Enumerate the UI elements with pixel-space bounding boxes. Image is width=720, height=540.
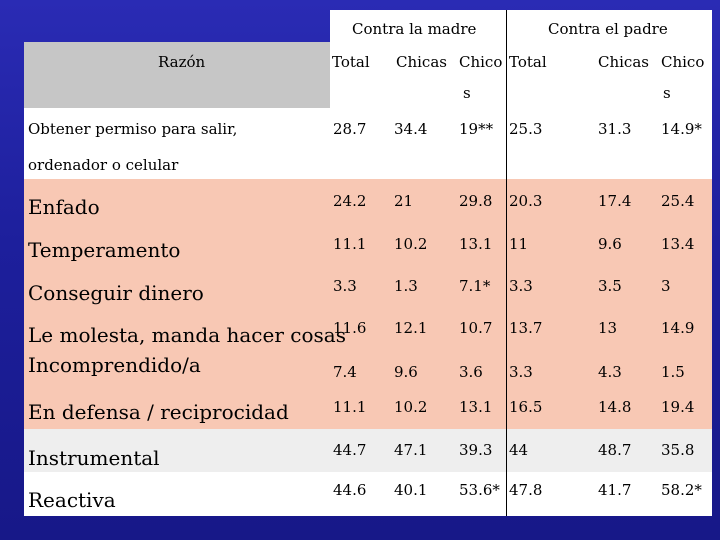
cell-madre-total: 44.7 (333, 441, 367, 459)
table-row: Le molesta, manda hacer cosas 11.6 12.1 … (24, 310, 712, 355)
table-row: Instrumental 44.7 47.1 39.3 44 48.7 35.8 (24, 429, 712, 472)
group-header-padre: Contra el padre (548, 20, 668, 38)
cell-padre-chicas: 4.3 (598, 363, 622, 381)
col-madre-chicos-suffix: s (463, 84, 471, 102)
table-row: Enfado 24.2 21 29.8 20.3 17.4 25.4 (24, 179, 712, 222)
cell-padre-chicos: 25.4 (661, 192, 695, 210)
cell-madre-total: 7.4 (333, 363, 357, 381)
col-madre-chicos: Chico (459, 53, 503, 71)
cell-padre-chicas: 14.8 (598, 398, 632, 416)
cell-madre-total: 24.2 (333, 192, 367, 210)
row-label-line2: ordenador o celular (28, 156, 179, 174)
cell-madre-chicos: 53.6* (459, 481, 500, 499)
cell-madre-chicas: 1.3 (394, 277, 418, 295)
cell-padre-total: 16.5 (509, 398, 543, 416)
cell-padre-total: 11 (509, 235, 529, 253)
col-padre-total: Total (509, 53, 547, 71)
cell-madre-chicas: 12.1 (394, 319, 428, 337)
row-label: Temperamento (28, 238, 181, 262)
table-row: Obtener permiso para salir, ordenador o … (24, 108, 712, 179)
cell-padre-chicos: 14.9* (661, 120, 702, 138)
row-label: En defensa / reciprocidad (28, 400, 289, 424)
cell-madre-chicas: 10.2 (394, 235, 428, 253)
table-row: En defensa / reciprocidad 11.1 10.2 13.1… (24, 392, 712, 429)
cell-padre-total: 20.3 (509, 192, 543, 210)
table-row: Conseguir dinero 3.3 1.3 7.1* 3.3 3.5 3 (24, 265, 712, 310)
cell-madre-chicas: 47.1 (394, 441, 428, 459)
cell-padre-total: 44 (509, 441, 529, 459)
cell-madre-chicos: 3.6 (459, 363, 483, 381)
cell-padre-chicos: 19.4 (661, 398, 695, 416)
razon-header: Razón (158, 53, 206, 71)
table-row: Temperamento 11.1 10.2 13.1 11 9.6 13.4 (24, 222, 712, 265)
cell-padre-chicas: 31.3 (598, 120, 632, 138)
col-padre-chicos: Chico (661, 53, 705, 71)
cell-padre-total: 47.8 (509, 481, 543, 499)
cell-padre-total: 13.7 (509, 319, 543, 337)
cell-padre-total: 3.3 (509, 277, 533, 295)
cell-madre-total: 11.1 (333, 398, 367, 416)
group-header-madre: Contra la madre (352, 20, 477, 38)
cell-padre-total: 3.3 (509, 363, 533, 381)
cell-padre-chicos: 13.4 (661, 235, 695, 253)
header-padre-block (506, 10, 712, 108)
cell-madre-chicas: 34.4 (394, 120, 428, 138)
cell-madre-chicas: 10.2 (394, 398, 428, 416)
group-divider (506, 108, 507, 516)
cell-madre-total: 11.1 (333, 235, 367, 253)
row-label: Obtener permiso para salir, (28, 120, 238, 138)
cell-padre-chicos: 14.9 (661, 319, 695, 337)
cell-madre-chicas: 21 (394, 192, 414, 210)
table-row: Incomprendido/a 7.4 9.6 3.6 3.3 4.3 1.5 (24, 355, 712, 392)
cell-madre-chicos: 13.1 (459, 235, 493, 253)
cell-madre-total: 11.6 (333, 319, 367, 337)
col-madre-chicas: Chicas (396, 53, 447, 71)
cell-padre-chicas: 3.5 (598, 277, 622, 295)
row-label: Conseguir dinero (28, 281, 204, 305)
cell-padre-chicas: 13 (598, 319, 618, 337)
row-label: Incomprendido/a (28, 353, 201, 377)
cell-padre-chicas: 41.7 (598, 481, 632, 499)
cell-madre-chicos: 39.3 (459, 441, 493, 459)
cell-padre-chicos: 1.5 (661, 363, 685, 381)
row-label: Enfado (28, 195, 100, 219)
cell-padre-total: 25.3 (509, 120, 543, 138)
cell-padre-chicos: 35.8 (661, 441, 695, 459)
cell-madre-chicos: 13.1 (459, 398, 493, 416)
col-padre-chicas: Chicas (598, 53, 649, 71)
header-divider (506, 10, 507, 108)
cell-madre-chicos: 10.7 (459, 319, 493, 337)
cell-padre-chicas: 9.6 (598, 235, 622, 253)
table-row: Reactiva 44.6 40.1 53.6* 47.8 41.7 58.2* (24, 472, 712, 516)
cell-madre-total: 44.6 (333, 481, 367, 499)
row-label: Instrumental (28, 446, 160, 470)
header-madre-block (330, 10, 506, 108)
cell-madre-total: 28.7 (333, 120, 367, 138)
cell-madre-chicos: 19** (459, 120, 494, 138)
row-label: Reactiva (28, 488, 116, 512)
col-madre-total: Total (332, 53, 370, 71)
cell-madre-chicos: 7.1* (459, 277, 491, 295)
col-padre-chicos-suffix: s (663, 84, 671, 102)
row-label: Le molesta, manda hacer cosas (28, 323, 346, 347)
cell-padre-chicos: 58.2* (661, 481, 702, 499)
header-gray-left (24, 42, 330, 108)
cell-padre-chicas: 48.7 (598, 441, 632, 459)
cell-padre-chicas: 17.4 (598, 192, 632, 210)
cell-madre-chicos: 29.8 (459, 192, 493, 210)
cell-madre-total: 3.3 (333, 277, 357, 295)
cell-madre-chicas: 9.6 (394, 363, 418, 381)
cell-madre-chicas: 40.1 (394, 481, 428, 499)
cell-padre-chicos: 3 (661, 277, 671, 295)
